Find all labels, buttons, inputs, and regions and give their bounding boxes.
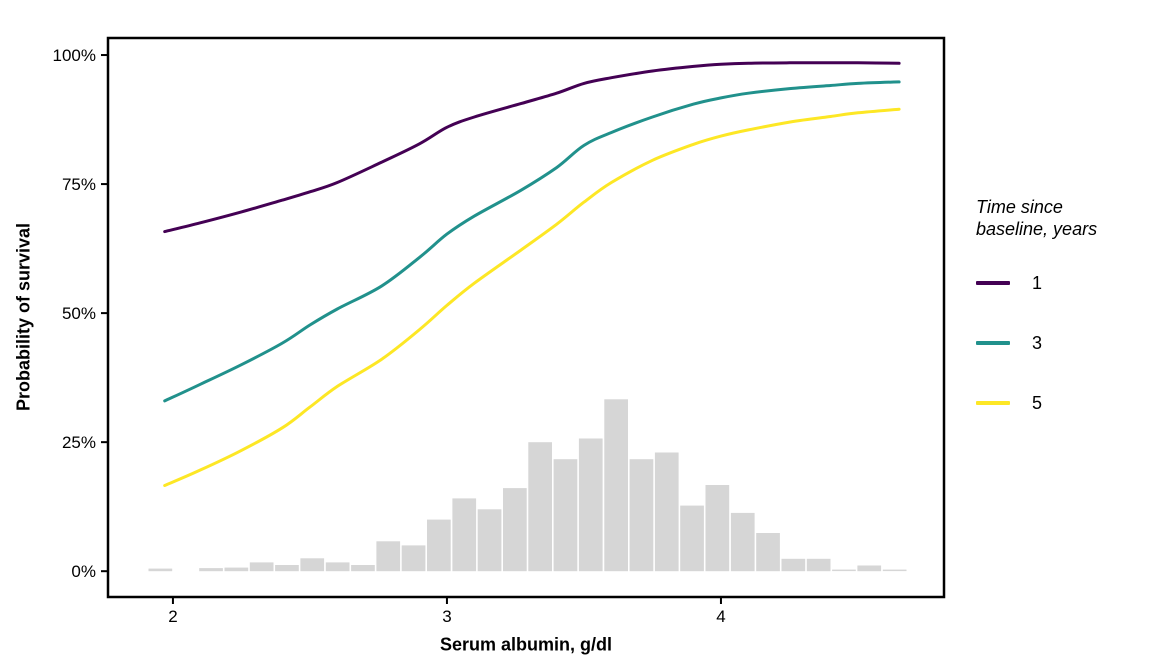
x-tick-label: 4 xyxy=(716,607,725,626)
histogram-bar xyxy=(680,505,704,572)
axis-tick-labels: 0% 25% 50% 75% 100% 2 3 4 xyxy=(53,46,726,626)
legend-line-swatch xyxy=(976,281,1010,285)
histogram-bar xyxy=(148,568,173,572)
histogram-bars xyxy=(148,399,907,572)
histogram-bar xyxy=(376,541,401,572)
histogram-bar xyxy=(249,562,274,572)
histogram-bar xyxy=(604,399,628,572)
survival-curve-year-5 xyxy=(163,107,901,487)
legend-entry-label: 1 xyxy=(1032,272,1043,293)
y-tick-label: 0% xyxy=(71,562,96,581)
legend-entry-year5: 5 xyxy=(976,386,1146,420)
histogram-bar xyxy=(528,442,552,572)
histogram-bar xyxy=(503,488,527,572)
y-tick-label: 25% xyxy=(62,433,96,452)
legend: Time since baseline, years 1 3 5 xyxy=(976,196,1146,420)
survival-curve-year-1 xyxy=(163,61,901,234)
histogram-bar xyxy=(477,509,502,572)
histogram-bar xyxy=(275,565,299,572)
histogram-bar xyxy=(578,438,603,572)
panel-border xyxy=(106,36,946,599)
axis-ticks xyxy=(101,54,722,604)
histogram-bar xyxy=(756,533,780,572)
histogram-bar xyxy=(452,498,477,572)
histogram-bar xyxy=(401,545,426,572)
legend-entry-year3: 3 xyxy=(976,326,1146,360)
histogram-bar xyxy=(325,562,350,572)
histogram-bar xyxy=(351,565,375,572)
histogram-bar xyxy=(224,567,249,572)
histogram-bar xyxy=(654,452,679,572)
legend-entry-year1: 1 xyxy=(976,266,1146,300)
histogram-bar xyxy=(806,558,831,572)
histogram-bar xyxy=(300,558,325,572)
histogram-bar xyxy=(781,558,806,572)
x-tick-label: 2 xyxy=(168,607,177,626)
y-tick-label: 100% xyxy=(53,46,96,65)
x-tick-label: 3 xyxy=(442,607,451,626)
y-tick-label: 50% xyxy=(62,304,96,323)
y-axis-title: Probability of survival xyxy=(13,222,34,412)
legend-title-line2: baseline, years xyxy=(976,219,1098,239)
y-tick-label: 75% xyxy=(62,175,96,194)
legend-entry-label: 5 xyxy=(1032,392,1043,413)
histogram-bar xyxy=(857,565,882,572)
legend-line-swatch xyxy=(976,401,1010,405)
histogram-bar xyxy=(882,569,907,572)
legend-line-swatch xyxy=(976,341,1010,345)
legend-title: Time since baseline, years xyxy=(976,196,1146,240)
x-axis-title: Serum albumin, g/dl xyxy=(439,634,613,655)
histogram-bar xyxy=(553,459,578,572)
histogram-bar xyxy=(629,459,654,572)
histogram-bar xyxy=(832,569,856,572)
legend-entry-label: 3 xyxy=(1032,332,1043,353)
histogram-bar xyxy=(427,519,451,572)
histogram-bar xyxy=(199,568,223,572)
histogram-bar xyxy=(730,512,755,572)
histogram-bar xyxy=(705,485,730,572)
legend-title-line1: Time since xyxy=(976,197,1063,217)
survival-curve-year-3 xyxy=(163,80,901,403)
